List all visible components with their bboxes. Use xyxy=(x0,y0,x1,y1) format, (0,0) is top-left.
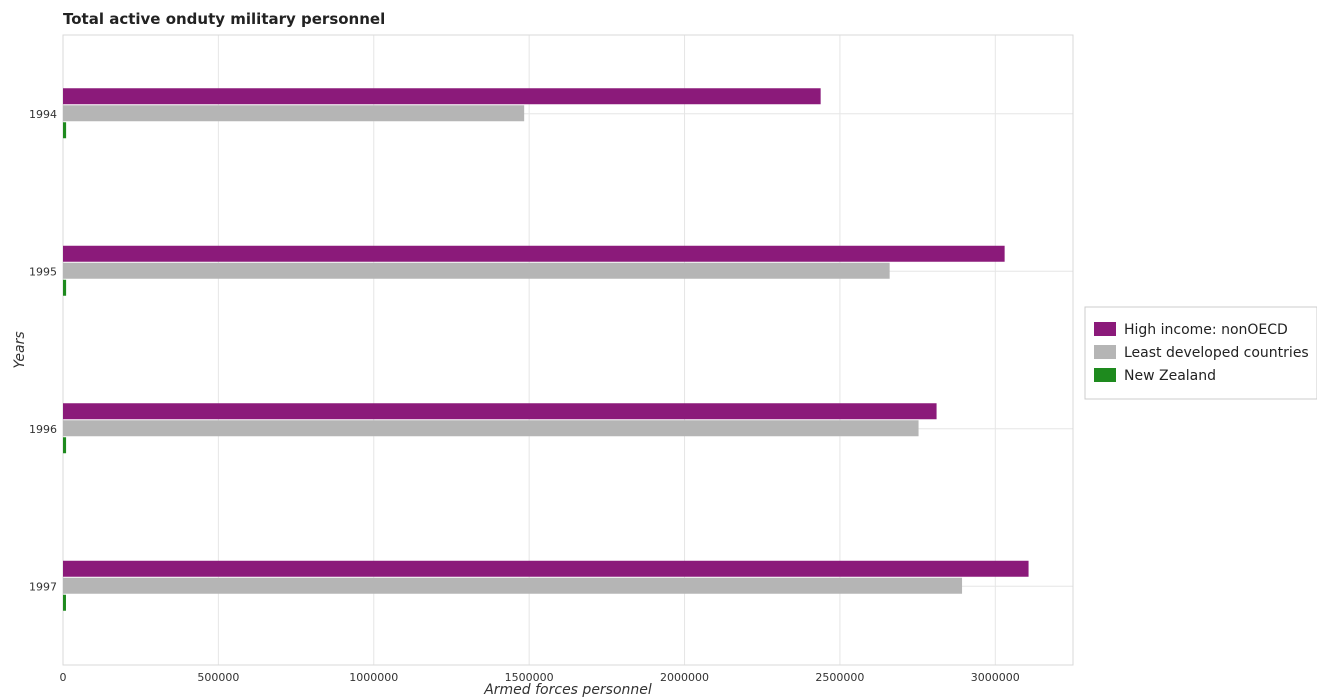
x-tick-label: 3000000 xyxy=(971,671,1020,684)
bar-high-income-nonoecd-1997 xyxy=(63,560,1029,577)
bar-least-developed-countries-1997 xyxy=(63,577,963,594)
x-axis-label: Armed forces personnel xyxy=(483,682,652,698)
x-tick-label: 0 xyxy=(60,671,67,684)
x-tick-label: 2000000 xyxy=(660,671,709,684)
bar-least-developed-countries-1995 xyxy=(63,262,890,279)
bar-new-zealand-1996 xyxy=(63,437,67,454)
legend-swatch-least-developed-countries xyxy=(1094,345,1116,359)
bars xyxy=(63,88,1029,611)
x-tick-label: 2500000 xyxy=(815,671,864,684)
y-axis-label: Years xyxy=(12,331,28,368)
plot-area-frame xyxy=(62,34,1074,666)
bar-new-zealand-1997 xyxy=(63,594,66,611)
y-tick-labels: 1994 1995 1996 1997 xyxy=(29,108,57,594)
bar-high-income-nonoecd-1994 xyxy=(63,88,821,105)
bar-least-developed-countries-1996 xyxy=(63,420,919,437)
legend-swatch-high-income-nonoecd xyxy=(1094,322,1116,336)
legend-label: New Zealand xyxy=(1124,368,1216,384)
legend: High income: nonOECD Least developed coun… xyxy=(1084,306,1317,400)
bar-high-income-nonoecd-1995 xyxy=(63,245,1005,262)
x-tick-labels: 0 500000 1000000 1500000 2000000 2500000 30000… xyxy=(60,671,1020,684)
bar-new-zealand-1995 xyxy=(63,279,67,296)
legend-frame xyxy=(1084,306,1317,400)
x-tick-label: 500000 xyxy=(197,671,239,684)
legend-label: Least developed countries xyxy=(1124,345,1309,361)
y-tick-label: 1994 xyxy=(29,108,57,121)
bar-least-developed-countries-1994 xyxy=(63,105,525,122)
chart-title: Total active onduty military personnel xyxy=(63,10,385,28)
x-tick-label: 1000000 xyxy=(349,671,398,684)
bar-new-zealand-1994 xyxy=(63,122,67,139)
bar-high-income-nonoecd-1996 xyxy=(63,403,937,420)
y-tick-label: 1996 xyxy=(29,423,57,436)
legend-swatch-new-zealand xyxy=(1094,368,1116,382)
y-tick-label: 1995 xyxy=(29,265,57,278)
legend-label: High income: nonOECD xyxy=(1124,322,1288,338)
y-tick-label: 1997 xyxy=(29,580,57,593)
x-tick-label: 1500000 xyxy=(505,671,554,684)
